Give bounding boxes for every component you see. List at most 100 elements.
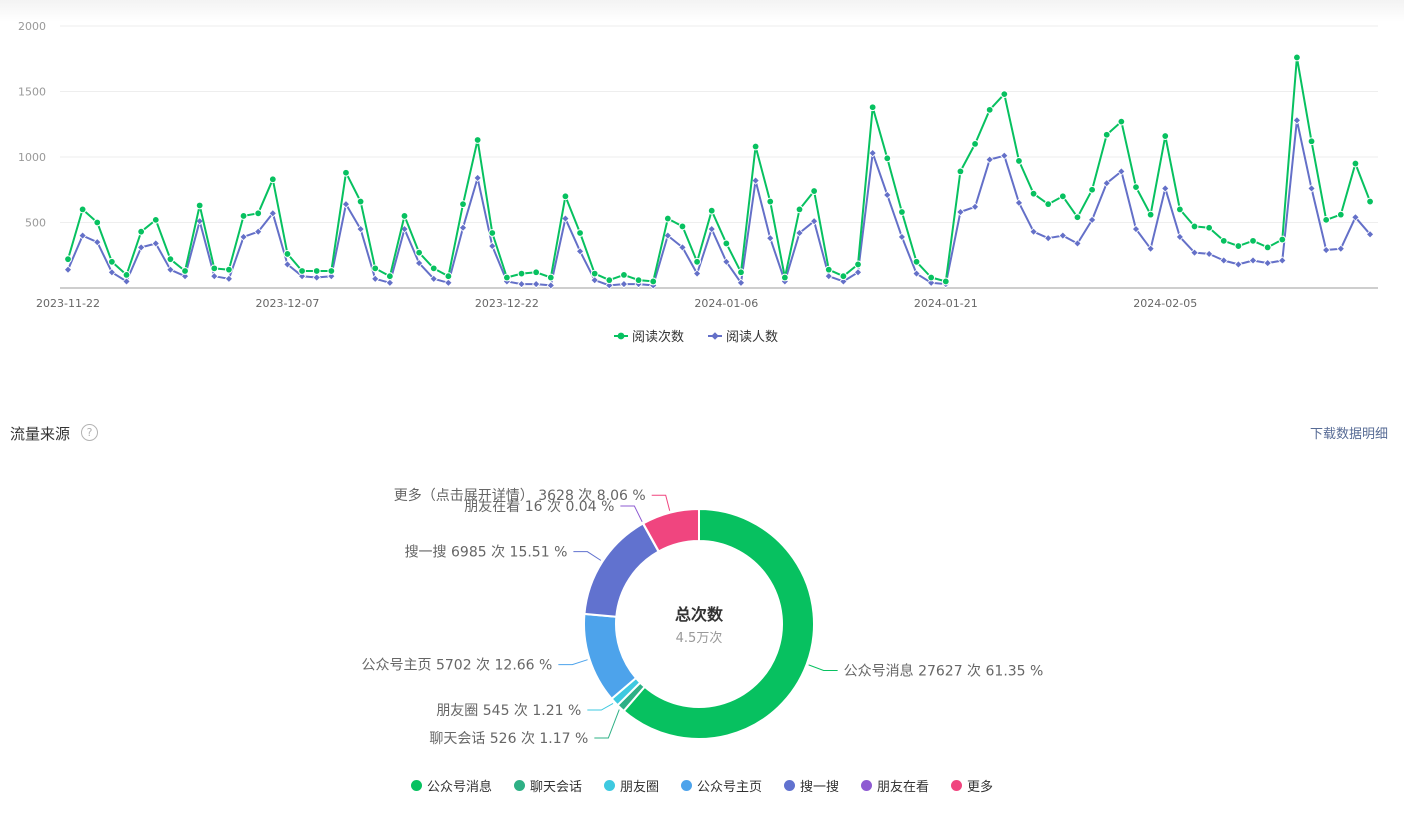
readers-point[interactable] xyxy=(824,272,833,281)
readers-point[interactable] xyxy=(663,231,672,240)
reads-point[interactable] xyxy=(400,212,409,220)
readers-point[interactable] xyxy=(341,199,351,209)
reads-point[interactable] xyxy=(239,212,248,220)
readers-point[interactable] xyxy=(1322,245,1331,255)
readers-point[interactable] xyxy=(1234,260,1243,269)
readers-point[interactable] xyxy=(268,209,277,218)
readers-point[interactable] xyxy=(1365,230,1375,239)
reads-point[interactable] xyxy=(620,271,628,279)
reads-point[interactable] xyxy=(985,105,994,114)
reads-point[interactable] xyxy=(839,272,848,281)
reads-point[interactable] xyxy=(415,248,424,257)
readers-point[interactable] xyxy=(897,232,907,242)
readers-point[interactable] xyxy=(692,269,702,278)
reads-point[interactable] xyxy=(561,192,570,201)
readers-point[interactable] xyxy=(210,272,219,281)
readers-point[interactable] xyxy=(151,239,160,248)
reads-point[interactable] xyxy=(1278,235,1287,244)
readers-point[interactable] xyxy=(1014,198,1024,208)
reads-point[interactable] xyxy=(1102,130,1111,139)
download-data-link[interactable]: 下载数据明细 xyxy=(1309,427,1388,442)
readers-point[interactable] xyxy=(254,227,263,236)
reads-point[interactable] xyxy=(590,269,599,278)
readers-point[interactable] xyxy=(473,173,482,183)
reads-point[interactable] xyxy=(78,205,87,214)
reads-point[interactable] xyxy=(1366,197,1374,206)
reads-point[interactable] xyxy=(707,206,716,215)
reads-point[interactable] xyxy=(459,200,467,209)
reads-point[interactable] xyxy=(107,257,116,266)
reads-point[interactable] xyxy=(1307,137,1316,146)
readers-point[interactable] xyxy=(1044,234,1053,243)
reads-point[interactable] xyxy=(766,197,775,206)
readers-point[interactable] xyxy=(312,273,321,282)
pie-legend-item[interactable]: 聊天会话 xyxy=(513,776,582,795)
question-circle-icon[interactable]: ? xyxy=(81,424,98,441)
reads-point[interactable] xyxy=(356,197,365,206)
readers-point[interactable] xyxy=(970,202,980,211)
reads-point[interactable] xyxy=(225,265,233,274)
readers-point[interactable] xyxy=(1336,244,1345,253)
reads-point[interactable] xyxy=(181,267,189,275)
reads-point[interactable] xyxy=(1029,189,1038,198)
readers-point[interactable] xyxy=(1248,256,1258,265)
reads-point[interactable] xyxy=(327,267,336,275)
pie-legend-item[interactable]: 朋友圈 xyxy=(603,776,659,795)
reads-point[interactable] xyxy=(795,205,804,214)
readers-point[interactable] xyxy=(1292,116,1302,125)
reads-point[interactable] xyxy=(971,140,979,148)
reads-point[interactable] xyxy=(780,273,789,282)
readers-point[interactable] xyxy=(927,278,936,287)
readers-point[interactable] xyxy=(1102,179,1111,188)
readers-point[interactable] xyxy=(1263,258,1272,268)
reads-point[interactable] xyxy=(1249,236,1257,245)
readers-point[interactable] xyxy=(283,260,292,269)
reads-point[interactable] xyxy=(312,267,321,275)
readers-point[interactable] xyxy=(239,232,248,242)
readers-point[interactable] xyxy=(1146,244,1155,253)
readers-point[interactable] xyxy=(517,279,526,289)
reads-point[interactable] xyxy=(429,264,438,273)
readers-point[interactable] xyxy=(180,272,190,281)
readers-point[interactable] xyxy=(619,279,629,289)
readers-point[interactable] xyxy=(985,155,994,164)
pie-legend-item[interactable]: 公众号消息 xyxy=(410,776,492,795)
readers-point[interactable] xyxy=(561,214,570,223)
readers-point[interactable] xyxy=(868,148,877,158)
reads-point[interactable] xyxy=(1175,205,1184,214)
reads-point[interactable] xyxy=(1088,185,1096,194)
pie-legend-item[interactable]: 朋友在看 xyxy=(861,776,929,795)
readers-point[interactable] xyxy=(1351,213,1360,222)
pie-legend-item[interactable]: 公众号主页 xyxy=(680,776,762,795)
readers-point[interactable] xyxy=(956,207,965,217)
readers-point[interactable] xyxy=(297,272,307,281)
reads-point[interactable] xyxy=(268,175,277,184)
reads-point[interactable] xyxy=(1263,243,1272,252)
reads-point[interactable] xyxy=(956,167,965,176)
readers-point[interactable] xyxy=(224,274,234,283)
reads-point[interactable] xyxy=(737,268,745,277)
readers-point[interactable] xyxy=(1058,231,1068,240)
donut-slice-4[interactable] xyxy=(583,522,660,618)
reads-point[interactable] xyxy=(1058,192,1067,201)
reads-point[interactable] xyxy=(93,218,102,227)
readers-point[interactable] xyxy=(166,265,175,274)
reads-point[interactable] xyxy=(1044,200,1053,209)
reads-point[interactable] xyxy=(605,276,614,285)
readers-point[interactable] xyxy=(136,243,146,252)
readers-point[interactable] xyxy=(1190,248,1199,257)
readers-point[interactable] xyxy=(839,277,848,286)
readers-point[interactable] xyxy=(678,243,687,252)
readers-point[interactable] xyxy=(1087,215,1097,225)
readers-point[interactable] xyxy=(1307,184,1316,193)
reads-point[interactable] xyxy=(898,208,906,216)
readers-point[interactable] xyxy=(444,278,453,287)
readers-point[interactable] xyxy=(107,268,117,277)
readers-point[interactable] xyxy=(1204,249,1214,259)
reads-point[interactable] xyxy=(517,269,526,278)
readers-point[interactable] xyxy=(1073,239,1082,248)
reads-point[interactable] xyxy=(1015,157,1023,165)
readers-point[interactable] xyxy=(122,277,131,286)
reads-point[interactable] xyxy=(824,265,833,274)
readers-point[interactable] xyxy=(414,258,424,268)
